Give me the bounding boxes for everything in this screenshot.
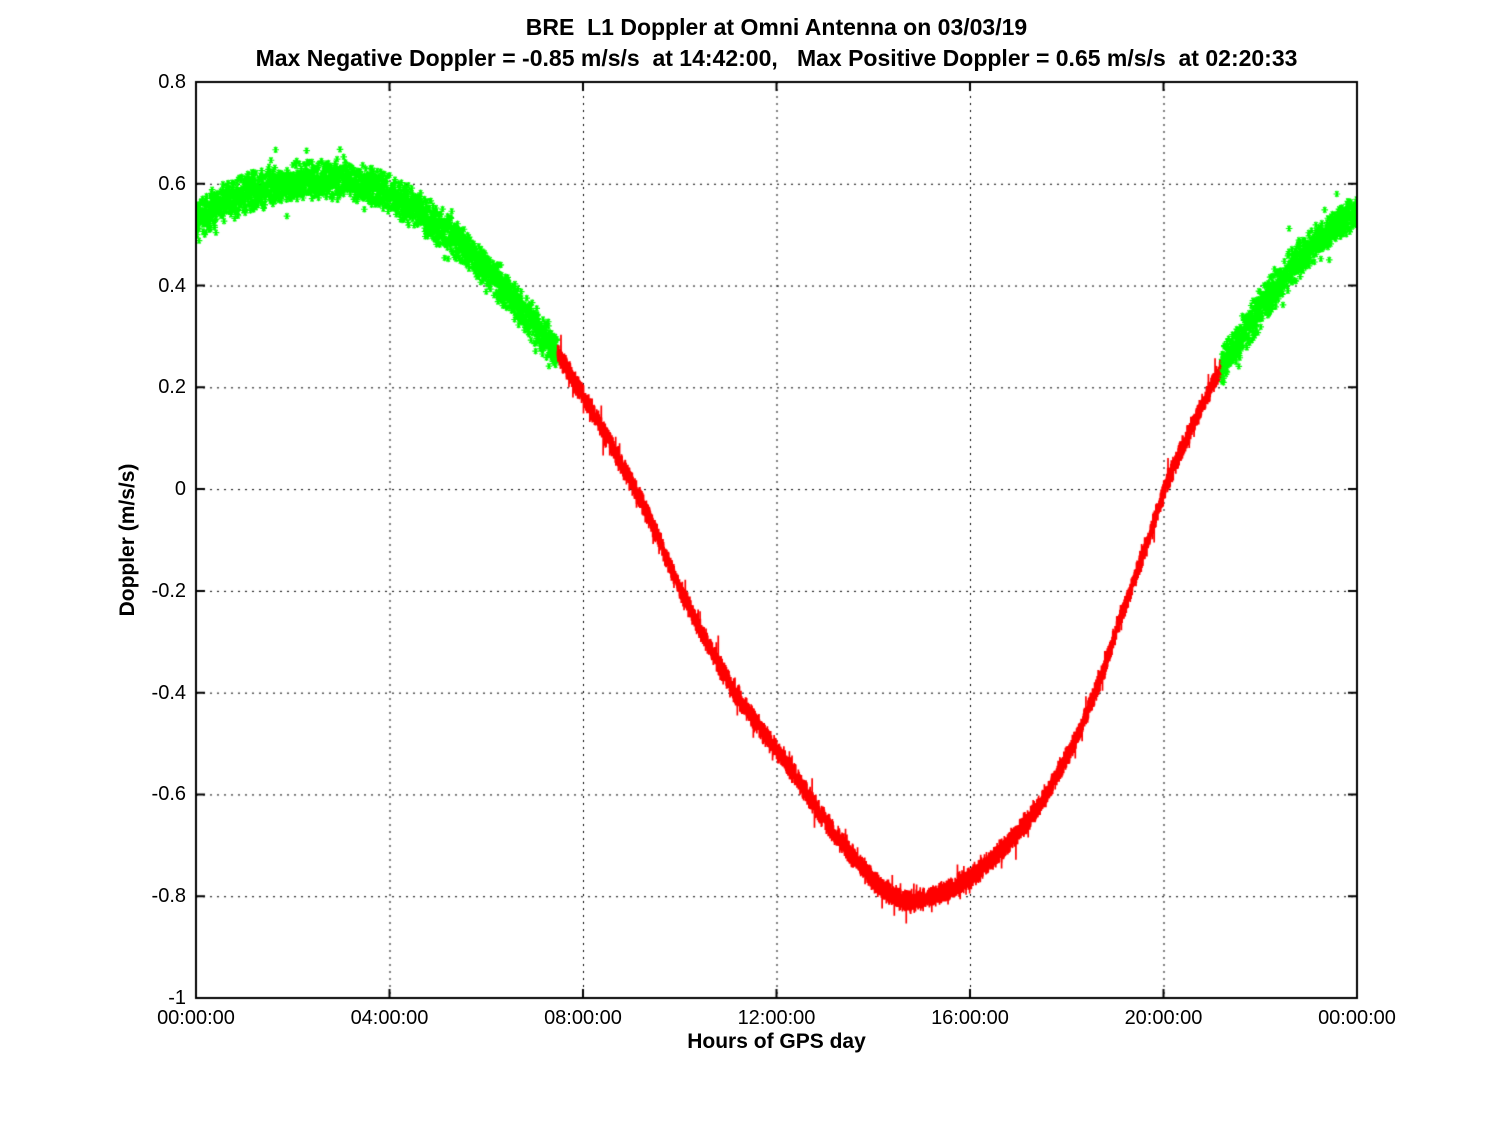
x-tick-label: 00:00:00: [1318, 1007, 1396, 1029]
x-tick-label: 00:00:00: [157, 1007, 235, 1029]
y-tick-label: 0.2: [158, 376, 186, 399]
y-tick-label: -0.8: [151, 885, 186, 908]
y-tick-label: -0.4: [151, 681, 186, 704]
x-tick-label: 16:00:00: [931, 1007, 1009, 1029]
y-tick-label: 0: [174, 478, 186, 501]
y-tick-label: 0.4: [158, 274, 186, 297]
x-tick-label: 12:00:00: [737, 1007, 816, 1029]
y-tick-label: 0.6: [158, 172, 186, 195]
x-tick-label: 08:00:00: [544, 1007, 622, 1029]
y-tick-label: 0.8: [158, 71, 186, 93]
y-tick-label: -1: [168, 987, 186, 1009]
x-axis-label: Hours of GPS day: [687, 1030, 866, 1053]
y-tick-label: -0.2: [151, 579, 186, 602]
x-tick-label: 20:00:00: [1124, 1007, 1203, 1029]
y-tick-label: -0.6: [151, 783, 186, 806]
plot-subtitle: Max Negative Doppler = -0.85 m/s/s at 14…: [255, 45, 1298, 71]
x-tick-label: 04:00:00: [350, 1007, 429, 1029]
plot-title: BRE L1 Doppler at Omni Antenna on 03/03/…: [525, 14, 1028, 40]
